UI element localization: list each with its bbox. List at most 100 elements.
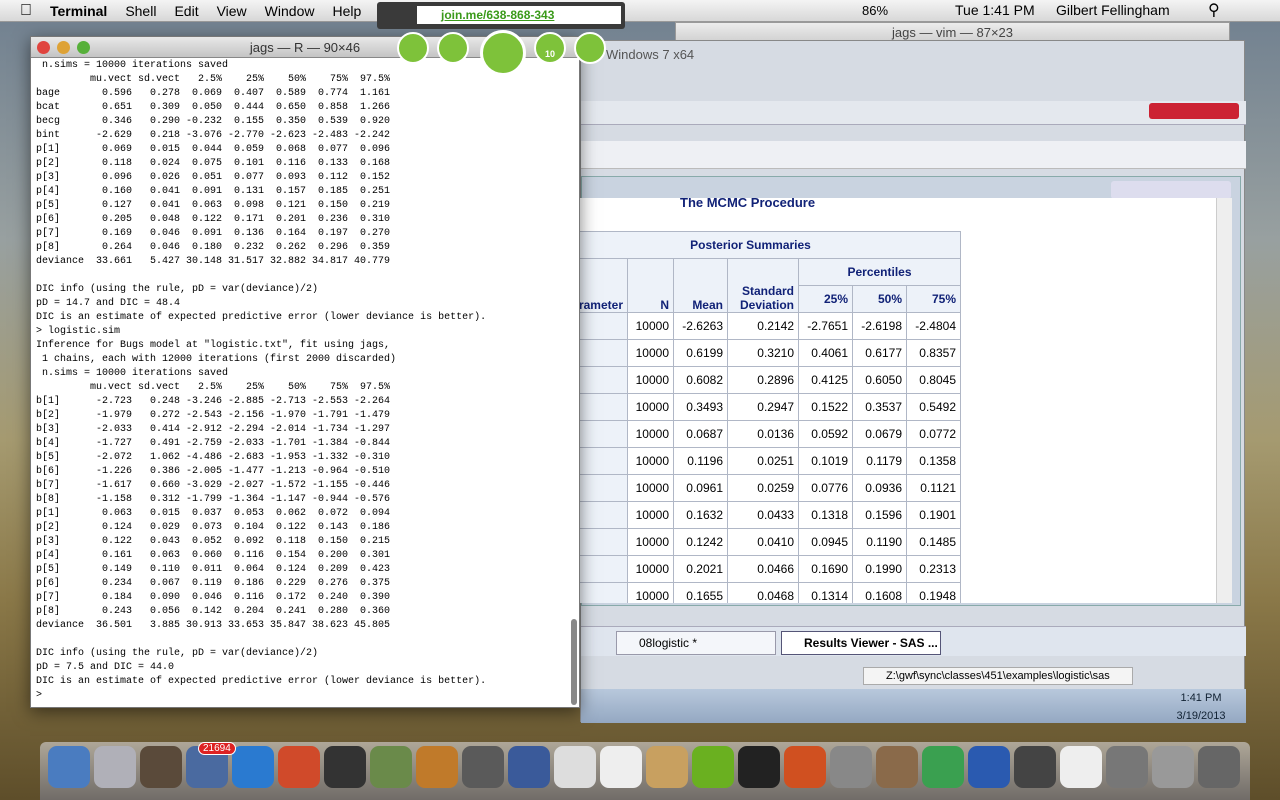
table-cell: 10000 xyxy=(627,528,674,556)
dock-icon[interactable] xyxy=(48,746,90,788)
table-cell: 0.2947 xyxy=(727,393,799,421)
table-cell: 0.3493 xyxy=(673,393,728,421)
table-cell: 10000 xyxy=(627,474,674,502)
dock-icon[interactable] xyxy=(646,746,688,788)
table-cell: 0.1632 xyxy=(673,501,728,529)
window-controls[interactable] xyxy=(1149,103,1239,119)
dock-icon[interactable] xyxy=(1152,746,1194,788)
table-cell: -2.4804 xyxy=(906,312,961,340)
table-cell: 10000 xyxy=(627,555,674,583)
taskbar-button[interactable]: Results Viewer - SAS ... xyxy=(781,631,941,655)
column-header: 75% xyxy=(906,285,961,313)
dock-icon[interactable] xyxy=(922,746,964,788)
table-cell: 0.5492 xyxy=(906,393,961,421)
apple-menu[interactable]:  xyxy=(20,2,32,20)
table-cell: 0.0468 xyxy=(727,582,799,603)
zoom-tool[interactable] xyxy=(480,30,526,76)
table-cell: 0.3210 xyxy=(727,339,799,367)
table-cell: 0.0776 xyxy=(798,474,853,502)
table-cell: 0.6082 xyxy=(673,366,728,394)
table-cell: 0.0592 xyxy=(798,420,853,448)
chat-button[interactable] xyxy=(437,32,469,64)
app-menu[interactable]: Terminal xyxy=(38,2,107,19)
table-cell: 0.0945 xyxy=(798,528,853,556)
taskbar-button[interactable]: 08logistic * xyxy=(616,631,776,655)
dock-icon[interactable] xyxy=(324,746,366,788)
output-line: pD = 14.7 and DIC = 48.4 xyxy=(36,298,181,309)
dock-icon[interactable] xyxy=(600,746,642,788)
table-cell: 0.0136 xyxy=(727,420,799,448)
output-line: > xyxy=(36,690,49,701)
dock-icon[interactable] xyxy=(508,746,550,788)
data-row: 10000 0.6082 0.2896 0.4125 0.6050 0.8045 xyxy=(580,366,961,394)
table-cell: 0.1485 xyxy=(906,528,961,556)
call-button[interactable] xyxy=(397,32,429,64)
table-cell: 0.0466 xyxy=(727,555,799,583)
dock-icon[interactable] xyxy=(830,746,872,788)
battery[interactable]: 86% xyxy=(862,3,889,18)
scroll-thumb[interactable] xyxy=(571,619,577,705)
toolbar xyxy=(581,141,1246,169)
table-cell: 0.0410 xyxy=(727,528,799,556)
dock-icon[interactable] xyxy=(1106,746,1148,788)
output-line: becg 0.346 0.290 -0.232 0.155 0.350 0.53… xyxy=(36,116,391,127)
dock-icon[interactable] xyxy=(692,746,734,788)
table-cell: 10000 xyxy=(627,393,674,421)
output-line: b[5] -2.072 1.062 -4.486 -2.683 -1.953 -… xyxy=(36,452,391,463)
dock-icon[interactable] xyxy=(1198,746,1240,788)
output-line: p[8] 0.264 0.046 0.180 0.232 0.262 0.296… xyxy=(36,242,391,253)
table-cell: 0.0259 xyxy=(727,474,799,502)
data-row: 10000 0.0961 0.0259 0.0776 0.0936 0.1121 xyxy=(580,474,961,502)
minimize-button[interactable] xyxy=(57,41,70,54)
output-line: p[7] 0.184 0.090 0.046 0.116 0.172 0.240… xyxy=(36,592,391,603)
dock-icon[interactable] xyxy=(370,746,412,788)
dock-icon[interactable] xyxy=(968,746,1010,788)
table-cell: 0.2021 xyxy=(673,555,728,583)
scrollbar[interactable] xyxy=(1216,198,1232,603)
dock-icon[interactable] xyxy=(738,746,780,788)
terminal-window: jags — R — 90×46 n.sims = 10000 iteratio… xyxy=(30,36,580,708)
tray-date: 3/19/2013 xyxy=(1176,710,1226,722)
table-cell: 10000 xyxy=(627,447,674,475)
results-controls[interactable] xyxy=(1111,181,1231,199)
status-path: Z:\gwf\sync\classes\451\examples\logisti… xyxy=(863,667,1133,685)
close-button[interactable] xyxy=(37,41,50,54)
dock-icon[interactable] xyxy=(1014,746,1056,788)
row-header xyxy=(580,555,628,583)
clock[interactable]: Tue 1:41 PM xyxy=(955,2,1035,18)
menu-item[interactable]: Help xyxy=(320,2,361,19)
dock-icon[interactable] xyxy=(232,746,274,788)
spotlight[interactable]: ⚲ xyxy=(1208,2,1220,19)
menu-item[interactable]: Shell xyxy=(113,2,156,19)
menu-item[interactable]: Window xyxy=(252,2,315,19)
viewers-button[interactable]: 10 xyxy=(534,32,566,64)
output-line: deviance 36.501 3.885 30.913 33.653 35.8… xyxy=(36,620,391,631)
zoom-button[interactable] xyxy=(77,41,90,54)
menu-item[interactable]: View xyxy=(204,2,247,19)
dock-icon[interactable] xyxy=(416,746,458,788)
data-row: 10000 0.3493 0.2947 0.1522 0.3537 0.5492 xyxy=(580,393,961,421)
data-row: 10000 0.1196 0.0251 0.1019 0.1179 0.1358 xyxy=(580,447,961,475)
dock-icon[interactable] xyxy=(784,746,826,788)
output-line: b[8] -1.158 0.312 -1.799 -1.364 -1.147 -… xyxy=(36,494,391,505)
dock-icon[interactable] xyxy=(278,746,320,788)
dock-icon[interactable] xyxy=(554,746,596,788)
dock-icon[interactable] xyxy=(876,746,918,788)
output-line: p[5] 0.149 0.110 0.011 0.064 0.124 0.209… xyxy=(36,564,391,575)
table-cell: 0.1990 xyxy=(852,555,907,583)
joinme-url[interactable]: join.me/638-868-343 xyxy=(417,6,621,24)
output-line: p[4] 0.160 0.041 0.091 0.131 0.157 0.185… xyxy=(36,186,391,197)
dock-icon[interactable] xyxy=(462,746,504,788)
menu-item[interactable]: Edit xyxy=(162,2,198,19)
dock-icon[interactable] xyxy=(140,746,182,788)
dock-icon[interactable] xyxy=(94,746,136,788)
dock-icon[interactable] xyxy=(1060,746,1102,788)
pointer-button[interactable] xyxy=(574,32,606,64)
user-name[interactable]: Gilbert Fellingham xyxy=(1056,2,1170,18)
header-row: Posterior Summaries xyxy=(580,231,961,259)
posterior-table: Posterior SummariesParameterNMeanStandar… xyxy=(580,231,961,603)
output-line: b[1] -2.723 0.248 -3.246 -2.885 -2.713 -… xyxy=(36,396,391,407)
column-header: Mean xyxy=(673,258,728,313)
menu-bar:  Terminal Shell Edit View Window Help 8… xyxy=(0,0,1280,22)
table-cell: 0.0251 xyxy=(727,447,799,475)
